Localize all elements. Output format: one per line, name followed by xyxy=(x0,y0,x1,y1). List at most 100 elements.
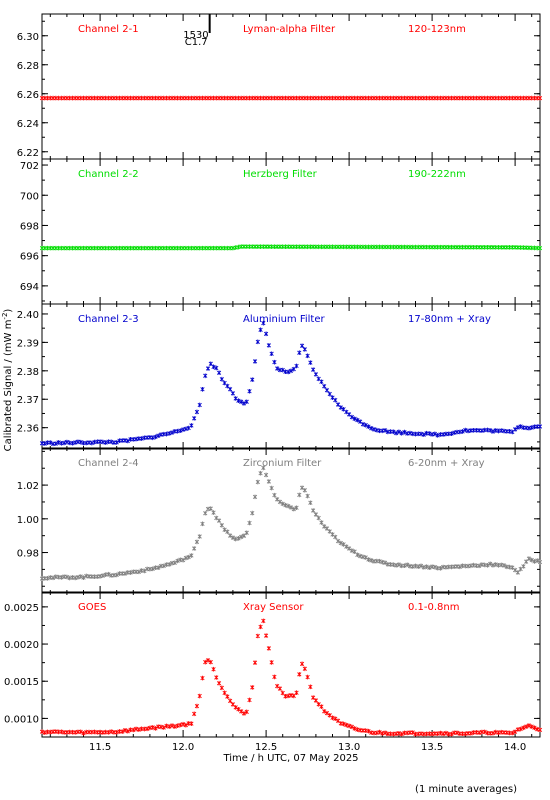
data-point xyxy=(239,709,244,714)
data-point xyxy=(338,540,343,546)
data-point xyxy=(297,492,302,498)
data-point xyxy=(338,405,343,410)
data-point xyxy=(233,396,238,401)
data-point xyxy=(145,726,150,732)
data-point xyxy=(167,562,172,567)
y-tick-label: 2.40 xyxy=(17,310,39,321)
data-point xyxy=(122,727,128,733)
data-point xyxy=(369,425,374,431)
data-point xyxy=(250,377,255,382)
panel-1: 6.22 6.24 6.26 6.28 6.30 Channel 2-1 Lyman-alp… xyxy=(17,13,543,160)
data-point xyxy=(183,426,188,432)
data-point xyxy=(297,350,302,356)
data-point xyxy=(537,727,543,733)
data-point xyxy=(355,417,360,423)
data-point xyxy=(78,729,83,735)
data-point xyxy=(194,539,200,545)
data-point xyxy=(526,556,532,561)
data-point xyxy=(490,429,496,434)
data-point xyxy=(189,553,194,558)
data-point xyxy=(493,562,498,567)
data-point xyxy=(89,440,94,446)
data-point xyxy=(377,729,382,735)
data-point xyxy=(103,440,108,445)
data-point xyxy=(457,564,462,570)
data-point xyxy=(490,563,496,568)
data-point xyxy=(175,558,180,564)
data-point xyxy=(150,566,155,572)
data-point xyxy=(344,544,349,549)
panel-channel-label: Channel 2-3 xyxy=(78,314,139,325)
x-axis-label: Time / h UTC, 07 May 2025 xyxy=(222,753,358,764)
data-point xyxy=(263,331,269,337)
data-point xyxy=(258,470,263,476)
flare-marker: 1530 C1.7 xyxy=(183,14,211,48)
data-point xyxy=(125,728,130,734)
data-point xyxy=(515,570,520,575)
data-point xyxy=(216,518,222,523)
y-tick-label: 2.39 xyxy=(17,338,39,349)
data-point xyxy=(322,383,327,389)
data-point xyxy=(269,351,274,357)
data-point xyxy=(167,724,172,729)
data-point xyxy=(346,723,352,729)
y-tick-label: 1.02 xyxy=(17,481,39,492)
data-point xyxy=(280,501,285,507)
data-point xyxy=(477,563,482,569)
y-tick-label: 0.0025 xyxy=(4,603,39,614)
data-point xyxy=(161,563,166,569)
data-point xyxy=(125,438,130,444)
data-point xyxy=(532,725,537,731)
panel-frame xyxy=(41,447,541,594)
data-point xyxy=(322,709,327,714)
data-point xyxy=(355,552,360,558)
data-point xyxy=(250,685,255,690)
panel-channel-label: Channel 2-2 xyxy=(78,169,139,180)
data-point xyxy=(222,527,227,533)
y-tick-label: 696 xyxy=(20,252,39,263)
data-point xyxy=(424,564,429,569)
data-point xyxy=(241,401,247,406)
data-point xyxy=(333,534,338,540)
data-point xyxy=(402,563,407,568)
data-point xyxy=(175,723,180,729)
data-point xyxy=(275,683,280,689)
data-point xyxy=(488,428,493,433)
data-point xyxy=(421,432,426,437)
data-point xyxy=(402,429,407,435)
data-point xyxy=(432,564,437,570)
panel-channel-label: GOES xyxy=(78,602,106,613)
data-point xyxy=(216,680,222,686)
data-point xyxy=(131,727,136,733)
data-point xyxy=(305,493,310,499)
data-point xyxy=(261,618,266,624)
data-point xyxy=(100,573,105,578)
data-point xyxy=(203,659,208,665)
data-point xyxy=(197,534,202,539)
data-point xyxy=(529,557,534,563)
data-point xyxy=(180,721,186,727)
data-point xyxy=(294,505,299,511)
panel-band-label: 190-222nm xyxy=(408,169,466,180)
data-point xyxy=(211,666,216,672)
data-point xyxy=(225,694,230,699)
data-point xyxy=(443,730,449,736)
data-point xyxy=(150,435,155,441)
data-point xyxy=(266,646,271,651)
data-point xyxy=(302,347,307,352)
data-point xyxy=(114,729,119,735)
data-point xyxy=(515,425,520,430)
data-point xyxy=(48,440,53,445)
data-point xyxy=(192,711,197,717)
data-point xyxy=(64,574,70,580)
data-point xyxy=(186,554,191,560)
y-tick-label: 1.00 xyxy=(17,515,39,526)
data-point xyxy=(405,562,410,568)
data-point xyxy=(427,565,432,571)
data-point xyxy=(294,363,299,369)
data-point xyxy=(200,521,205,527)
data-point xyxy=(114,440,119,445)
data-point xyxy=(438,566,443,571)
data-point xyxy=(299,661,305,667)
data-point xyxy=(233,705,238,710)
